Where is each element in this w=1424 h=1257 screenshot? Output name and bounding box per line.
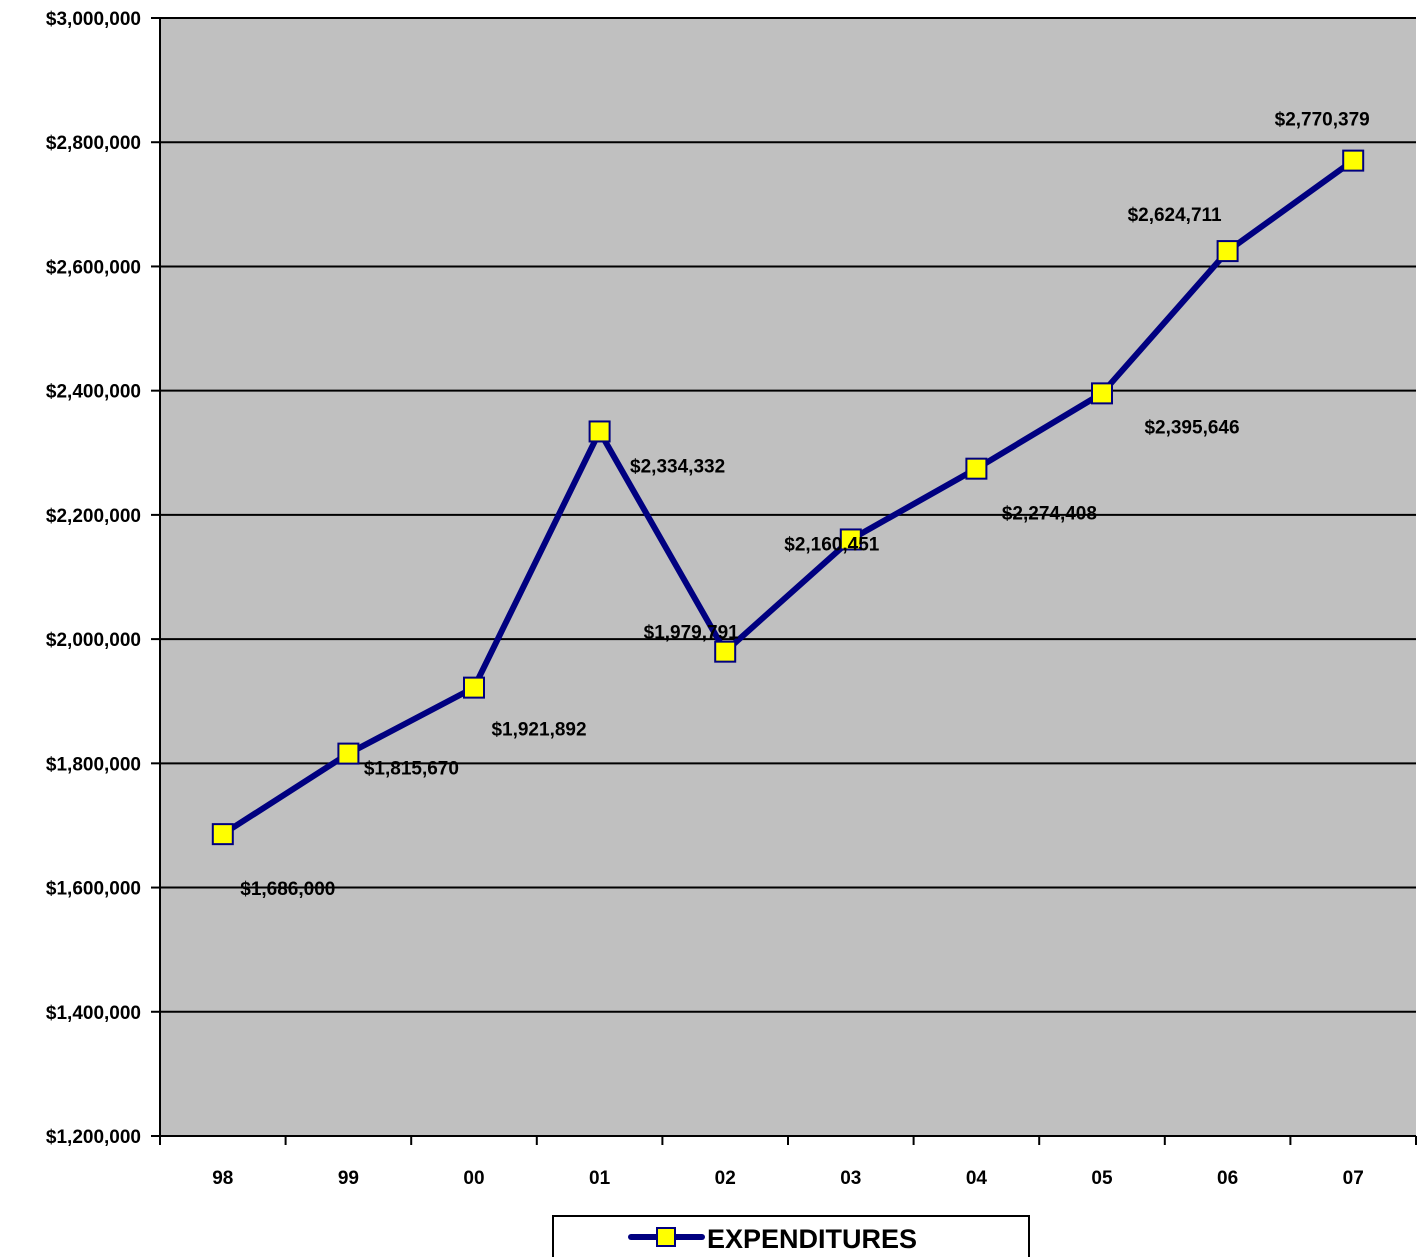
- y-tick-label: $2,200,000: [46, 506, 141, 527]
- data-point-marker: [714, 640, 737, 663]
- data-label: $1,921,892: [491, 720, 586, 741]
- series-expenditures: [211, 149, 1365, 846]
- data-point-marker: [1342, 149, 1365, 172]
- data-point-marker: [337, 742, 360, 765]
- y-tick-label: $2,400,000: [46, 382, 141, 403]
- x-tick-label: 05: [1091, 1168, 1113, 1189]
- gridlines: [160, 17, 1416, 1013]
- data-label: $2,770,379: [1275, 110, 1370, 131]
- data-point-marker: [211, 823, 234, 846]
- x-tick-label: 03: [840, 1168, 861, 1189]
- y-tick-label: $1,800,000: [46, 754, 141, 775]
- y-axis-tick-labels: $1,200,000 $1,400,000 $1,600,000 $1,800,000…: [46, 9, 141, 1148]
- data-label: $1,686,000: [240, 879, 335, 900]
- plot-area: [160, 18, 1416, 1136]
- y-tick-label: $2,600,000: [46, 257, 141, 278]
- x-tick-label: 04: [966, 1168, 988, 1189]
- legend-label: EXPENDITURES: [707, 1224, 917, 1254]
- data-label: $1,815,670: [364, 759, 459, 780]
- data-point-marker: [965, 457, 988, 480]
- data-label: $2,624,711: [1128, 205, 1222, 226]
- data-label: $2,160,451: [784, 534, 880, 555]
- x-tick-label: 99: [338, 1168, 359, 1189]
- data-point-marker: [839, 528, 862, 551]
- data-label: $1,979,791: [644, 623, 740, 644]
- x-tick-label: 06: [1217, 1168, 1238, 1189]
- data-labels: $1,686,000 $1,815,670 $1,921,892 $2,334,332…: [240, 110, 1369, 901]
- legend-marker-swatch: [656, 1227, 676, 1247]
- y-tick-label: $1,200,000: [46, 1127, 141, 1148]
- data-label: $2,334,332: [630, 456, 725, 477]
- x-tick-label: 02: [715, 1168, 736, 1189]
- legend-box: [552, 1215, 1030, 1257]
- data-point-marker: [1091, 382, 1113, 405]
- data-point-marker: [1216, 240, 1239, 263]
- legend: EXPENDITURES: [552, 1215, 1030, 1257]
- x-axis-tick-labels: 98 99 00 01 02 03 04 05 06 07: [212, 1168, 1364, 1189]
- axes: [151, 17, 1417, 1145]
- y-tick-label: $1,600,000: [46, 879, 141, 900]
- series-line: [221, 158, 1355, 837]
- y-tick-label: $1,400,000: [46, 1003, 141, 1024]
- x-tick-label: 07: [1343, 1168, 1364, 1189]
- data-point-marker: [588, 420, 611, 443]
- x-tick-label: 00: [463, 1168, 484, 1189]
- y-tick-label: $2,800,000: [46, 133, 141, 154]
- data-point-marker: [463, 676, 485, 699]
- data-label: $2,395,646: [1144, 417, 1239, 438]
- x-tick-label: 98: [212, 1168, 233, 1189]
- x-tick-label: 01: [589, 1168, 611, 1189]
- data-label: $2,274,408: [1002, 504, 1097, 525]
- y-tick-label: $2,000,000: [46, 630, 141, 651]
- y-tick-label: $3,000,000: [46, 9, 141, 30]
